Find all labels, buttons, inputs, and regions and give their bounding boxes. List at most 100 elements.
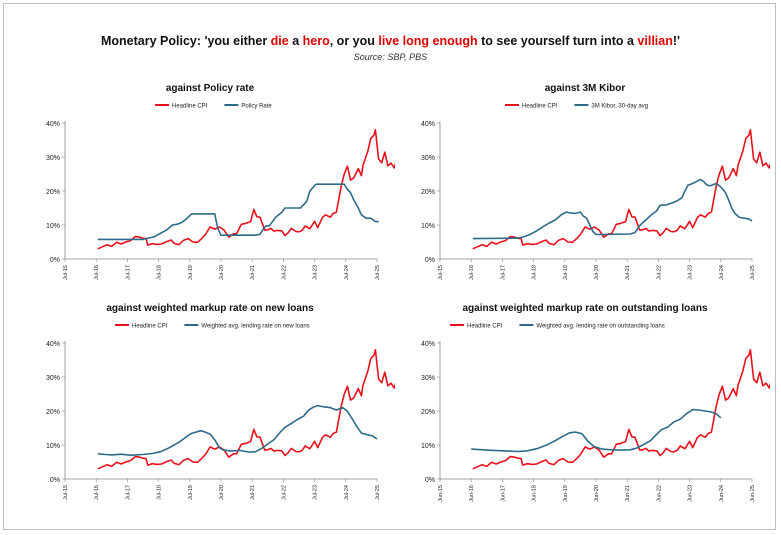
series-line-cpi (472, 128, 781, 250)
x-tick-label: Jun-21 (625, 485, 631, 502)
series-line-cpi (472, 348, 781, 470)
x-tick-label: Jul-18 (532, 265, 538, 280)
x-tick-label: Jul-16 (94, 265, 100, 280)
x-tick-label: Jul-21 (250, 485, 256, 500)
y-tick-label: 0% (50, 477, 60, 484)
title-part: live long enough (378, 34, 478, 48)
y-tick-label: 20% (421, 409, 435, 416)
x-tick-label: Jul-24 (719, 265, 725, 280)
title-part: die (270, 34, 289, 48)
x-tick-label: Jul-15 (63, 485, 69, 500)
x-tick-label: Jul-20 (594, 265, 600, 280)
x-tick-label: Jun-18 (532, 485, 538, 502)
series-line-cpi (97, 128, 447, 259)
x-tick-label: Jun-16 (469, 485, 475, 502)
y-tick-label: 40% (421, 341, 435, 348)
x-tick-label: Jul-24 (344, 265, 350, 280)
x-tick-label: Jun-19 (563, 485, 569, 502)
title-part: hero (302, 34, 330, 48)
y-tick-label: 20% (46, 409, 60, 416)
x-tick-label: Jun-20 (594, 485, 600, 502)
x-tick-label: Jul-19 (563, 265, 569, 280)
y-tick-label: 30% (421, 375, 435, 382)
x-tick-label: Jul-15 (63, 265, 69, 280)
y-tick-label: 0% (425, 477, 435, 484)
x-tick-label: Jun-17 (500, 485, 506, 502)
y-tick-label: 10% (46, 443, 60, 450)
x-tick-label: Jul-19 (188, 485, 194, 500)
chart-svg: 0% 10% 20% 30% 40% Jul-15 Jul-16 Jul-17 Jul-18 Ju… (46, 104, 447, 280)
y-tick-label: 30% (46, 375, 60, 382)
x-tick-label: Jun-22 (656, 485, 662, 502)
legend-label: Headline CPI (132, 324, 168, 330)
title-part: to see yourself turn into a (477, 34, 638, 48)
x-tick-label: Jul-16 (469, 265, 475, 280)
legend-label: Weighted avg. lending rate on new loans (201, 324, 309, 330)
y-tick-label: 30% (421, 155, 435, 162)
chart-3m-kibor: against 3M Kibor 0% 10% 20% 30% 40% Jul-15 Jul… (400, 80, 781, 295)
x-tick-label: Jul-15 (438, 265, 444, 280)
x-tick-label: Jul-18 (157, 485, 163, 500)
chart-policy-rate: against Policy rate 0% 10% 20% 30% 40% Jul-15… (25, 80, 447, 295)
x-tick-label: Jul-23 (688, 265, 694, 280)
x-tick-label: Jul-16 (94, 485, 100, 500)
legend-label: Headline CPI (172, 104, 208, 110)
y-tick-label: 20% (46, 189, 60, 196)
x-tick-label: Jul-17 (125, 265, 131, 280)
x-tick-label: Jul-22 (281, 265, 287, 280)
x-tick-label: Jul-18 (157, 265, 163, 280)
x-tick-label: Jul-21 (250, 265, 256, 280)
x-tick-label: Jul-24 (344, 485, 350, 500)
x-tick-label: Jul-22 (281, 485, 287, 500)
x-tick-label: Jul-20 (219, 485, 225, 500)
x-tick-label: Jul-22 (656, 265, 662, 280)
x-tick-label: Jul-21 (625, 265, 631, 280)
chart-outstanding-loans: against weighted markup rate on outstand… (400, 300, 781, 522)
y-tick-label: 10% (421, 223, 435, 230)
x-tick-label: Jul-17 (500, 265, 506, 280)
chart-svg: 0% 10% 20% 30% 40% Jul-15 Jul-16 Jul-17 Jul-18 Ju… (421, 104, 781, 280)
x-tick-label: Jul-25 (375, 485, 381, 500)
x-tick-label: Jul-19 (188, 265, 194, 280)
series-line-rate (471, 408, 722, 453)
x-tick-label: Jul-20 (219, 265, 225, 280)
series-line-rate (97, 183, 379, 241)
x-tick-label: Jul-17 (125, 485, 131, 500)
x-tick-label: Jun-23 (688, 485, 694, 502)
chart-new-loans: against weighted markup rate on new loan… (25, 300, 447, 522)
title-part: !' (672, 34, 680, 48)
y-tick-label: 10% (46, 223, 60, 230)
y-tick-label: 20% (421, 189, 435, 196)
title-part: Monetary Policy: 'you either (100, 34, 271, 48)
x-tick-label: Jul-23 (313, 265, 319, 280)
title-part: villian (637, 34, 673, 48)
x-tick-label: Jun-25 (750, 485, 756, 502)
legend-label: Headline CPI (522, 104, 558, 110)
title-part: a (288, 34, 303, 48)
legend-label: Weighted avg. lending rate on outstandin… (536, 324, 664, 330)
chart-svg: 0% 10% 20% 30% 40% Jun-15 Jun-16 Jun-17 Jun-18 Ju… (421, 324, 781, 502)
chart-svg: 0% 10% 20% 30% 40% Jul-15 Jul-16 Jul-17 Jul-18 Ju… (46, 324, 447, 500)
y-tick-label: 30% (46, 155, 60, 162)
x-tick-label: Jun-15 (438, 485, 444, 502)
figure-title: Monetary Policy: 'you either die a hero,… (0, 34, 781, 48)
y-tick-label: 0% (425, 257, 435, 264)
series-line-cpi (97, 348, 447, 479)
legend-label: 3M Kibor, 30-day avg (591, 104, 648, 110)
figure-source: Source: SBP, PBS (353, 52, 428, 62)
x-tick-label: Jul-23 (313, 485, 319, 500)
chart-title: against Policy rate (165, 83, 255, 94)
x-tick-label: Jul-25 (375, 265, 381, 280)
series-line-rate (97, 404, 378, 456)
chart-title: against 3M Kibor (544, 83, 626, 94)
y-tick-label: 10% (421, 443, 435, 450)
x-tick-label: Jun-24 (719, 485, 725, 502)
y-tick-label: 0% (50, 257, 60, 264)
title-part: , or you (329, 34, 379, 48)
legend-label: Headline CPI (467, 324, 503, 330)
legend-label: Policy Rate (241, 104, 272, 110)
y-tick-label: 40% (46, 341, 60, 348)
x-tick-label: Jul-25 (750, 265, 756, 280)
chart-title: against weighted markup rate on new loan… (106, 303, 314, 314)
series-line-rate (472, 178, 753, 240)
